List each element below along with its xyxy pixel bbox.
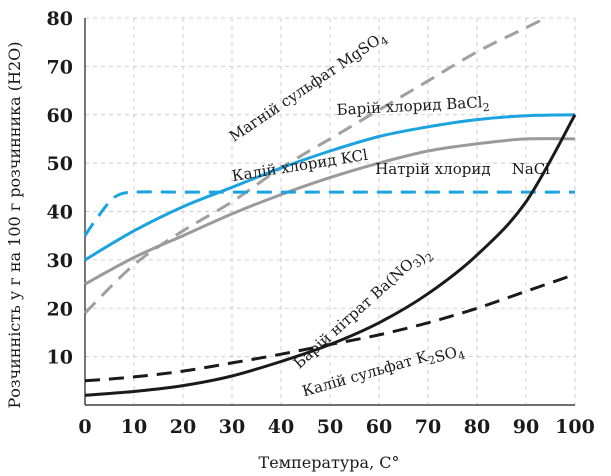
grid: [85, 17, 576, 405]
x-tick-label: 60: [366, 416, 392, 438]
y-tick-label: 80: [47, 8, 73, 30]
series-label-4: NaCl: [512, 160, 551, 178]
series-line-1: [84, 113, 576, 262]
x-axis-title: Температура, C°: [259, 453, 400, 472]
x-tick-label: 40: [268, 416, 294, 438]
y-tick-label: 40: [47, 202, 73, 224]
axes: [84, 18, 575, 406]
series-line-3: [83, 190, 575, 237]
series-label-3: Натрій хлорид: [375, 160, 490, 178]
series-label-0: Магній сульфат MgSO4: [226, 27, 391, 148]
x-tick-label: 20: [170, 416, 196, 438]
series-lines: [83, 18, 577, 397]
series-line-5: [84, 272, 576, 383]
x-tick-label: 70: [415, 416, 441, 438]
series-label-1: Барій хлорид BaCl2: [336, 93, 490, 122]
y-tick-label: 50: [47, 153, 73, 175]
x-tick-label: 0: [78, 416, 91, 438]
series-label-2: Калій хлорид KCl: [231, 146, 370, 185]
y-tick-label: 60: [47, 105, 73, 127]
tick-labels: 0 10 20 30 40 50 60 70 80 90 100 10 20 30 40 50 60 70 80: [47, 8, 595, 438]
x-tick-label: 100: [555, 416, 595, 438]
y-tick-label: 30: [47, 250, 73, 272]
x-tick-label: 10: [121, 416, 147, 438]
x-tick-label: 80: [464, 416, 490, 438]
y-tick-label: 70: [47, 56, 73, 78]
y-tick-label: 20: [47, 298, 73, 320]
x-tick-label: 30: [219, 416, 245, 438]
series-line-2: [84, 137, 576, 286]
x-tick-label: 90: [513, 416, 539, 438]
y-axis-title: Розчинність у г на 100 г розчинника (H2O…: [5, 42, 24, 409]
x-tick-label: 50: [317, 416, 343, 438]
y-tick-label: 10: [47, 347, 73, 369]
